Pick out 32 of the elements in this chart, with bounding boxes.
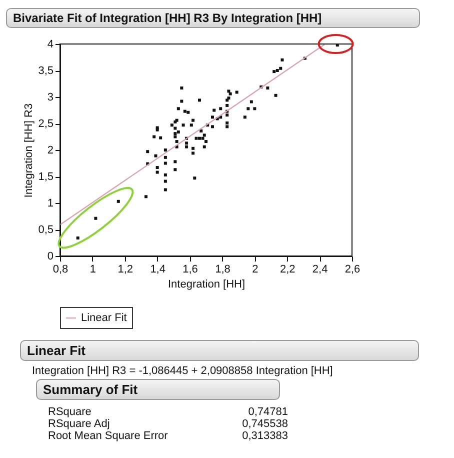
text: Summary of Fit xyxy=(36,379,280,400)
text: Root Mean Square Error xyxy=(48,430,169,442)
y-tick-label: 3,5 xyxy=(38,65,54,77)
x-tick-label: 0,8 xyxy=(52,264,68,276)
y-tick-label: 3 xyxy=(47,92,54,104)
text: 0,74781 xyxy=(248,406,288,418)
text: RSquare xyxy=(48,406,92,418)
y-tick-label: 2 xyxy=(47,144,54,156)
x-tick-label: 1,2 xyxy=(118,264,134,276)
x-tick-label: 1,4 xyxy=(150,264,166,276)
x-tick-label: 1 xyxy=(90,264,96,276)
y-tick-label: 1 xyxy=(47,198,54,210)
x-tick-label: 1,8 xyxy=(215,264,230,276)
y-tick-label: 0,5 xyxy=(38,224,54,236)
y-tick-label: 2,5 xyxy=(38,118,54,130)
y-tick-label: 0 xyxy=(47,250,54,262)
y-axis-title: Integration [HH] R3 xyxy=(23,103,36,198)
x-tick-label: 2,2 xyxy=(280,264,296,276)
text: Integration [HH] R3 = -1,086445 + 2,0908858 Integration [HH] xyxy=(32,365,334,377)
x-tick-label: 2 xyxy=(252,264,258,276)
text: Linear Fit xyxy=(20,340,419,361)
y-tick-label: 4 xyxy=(47,38,54,50)
text: RSquare Adj xyxy=(48,418,111,430)
x-tick-label: 2,4 xyxy=(312,264,328,276)
y-tick-label: 1,5 xyxy=(38,171,54,183)
chart-title: Bivariate Fit of Integration [HH] R3 By Integration [HH] xyxy=(6,8,420,28)
x-tick-label: 1,6 xyxy=(182,264,198,276)
text: 0,313383 xyxy=(242,430,288,442)
text: 0,745538 xyxy=(242,418,288,430)
legend-label: Linear Fit xyxy=(81,312,127,324)
x-tick-label: 2,6 xyxy=(344,264,360,276)
x-axis-title: Integration [HH] xyxy=(168,278,246,290)
